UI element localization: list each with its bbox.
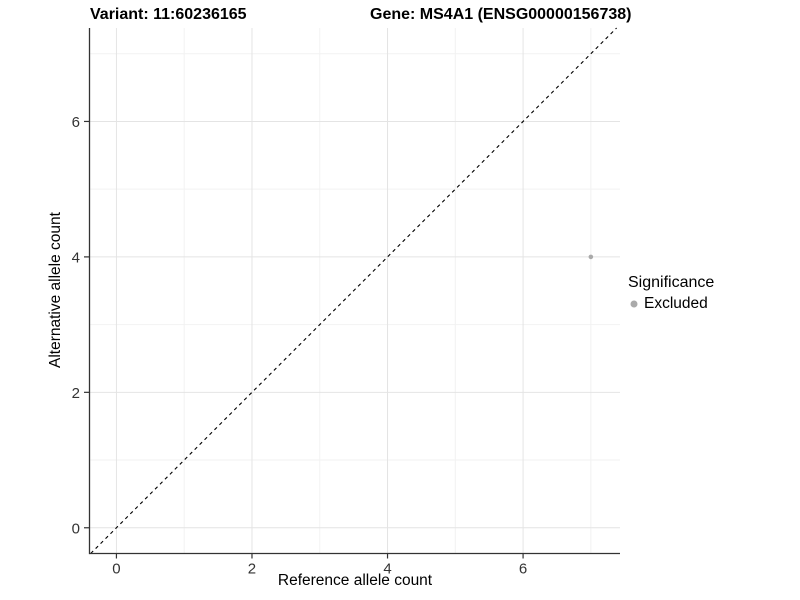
x-tick-label: 4 xyxy=(383,561,391,578)
y-tick-label: 2 xyxy=(72,385,80,402)
y-tick-label: 0 xyxy=(72,520,80,537)
x-tick-label: 2 xyxy=(248,561,256,578)
x-axis-title: Reference allele count xyxy=(277,572,433,589)
y-axis-title: Alternative allele count xyxy=(47,212,64,368)
legend: Significance Excluded xyxy=(628,274,714,313)
plot-title-gene: Gene: MS4A1 (ENSG00000156738) xyxy=(370,6,632,23)
legend-item-excluded: Excluded xyxy=(628,295,714,313)
identity-reference-line xyxy=(90,27,618,554)
legend-title: Significance xyxy=(628,274,715,291)
legend-point-icon xyxy=(630,300,638,308)
y-tick-label: 6 xyxy=(72,114,80,131)
data-point xyxy=(588,254,594,260)
plot-title-variant: Variant: 11:60236165 xyxy=(90,6,247,23)
x-tick-label: 6 xyxy=(519,561,527,578)
x-tick-label: 0 xyxy=(112,561,120,578)
legend-point-swatch xyxy=(630,300,638,308)
y-tick-label: 4 xyxy=(72,249,80,266)
legend-item-label: Excluded xyxy=(644,295,708,312)
